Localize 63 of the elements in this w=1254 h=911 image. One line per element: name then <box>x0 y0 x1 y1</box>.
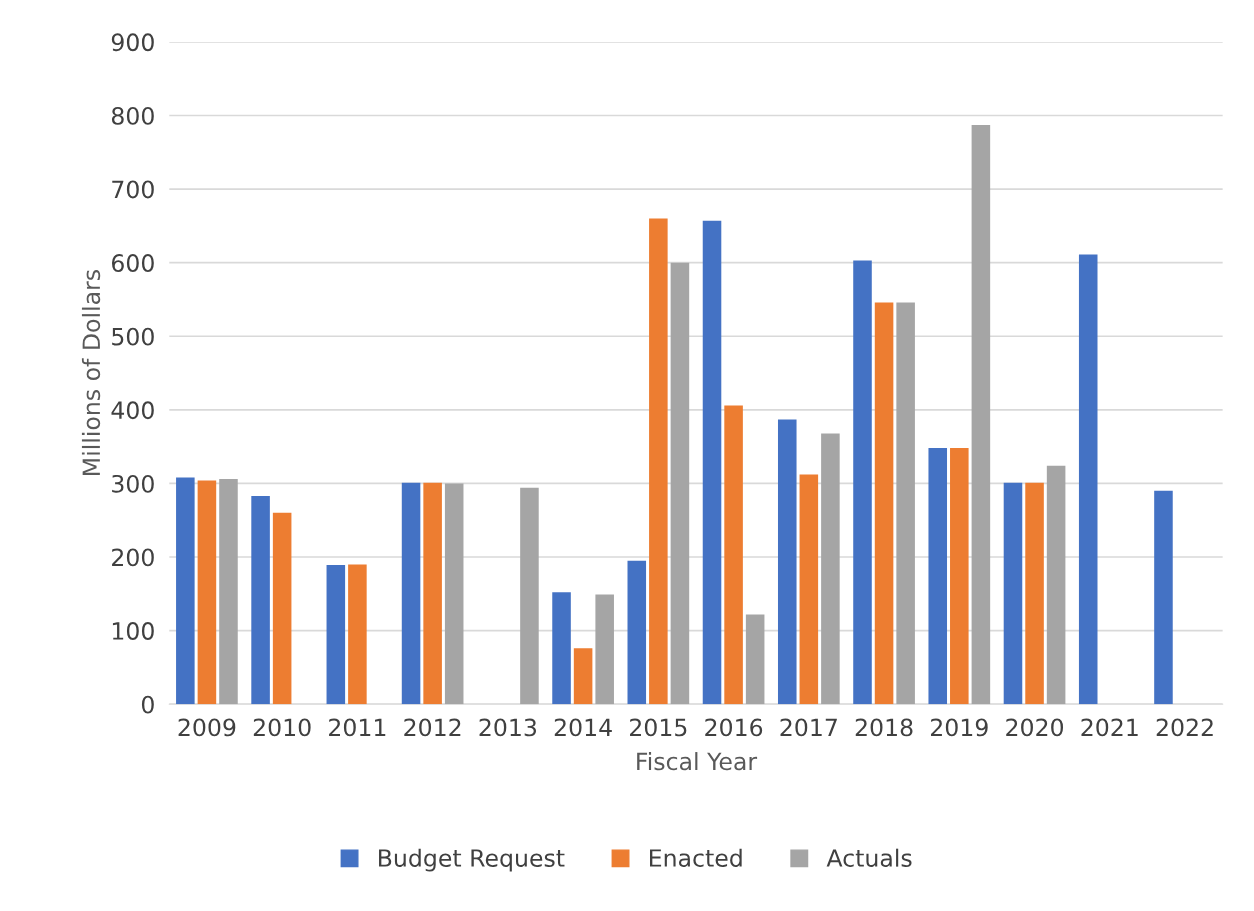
y-tick-label: 400 <box>111 401 154 420</box>
bar <box>724 405 743 705</box>
bar <box>745 614 765 705</box>
y-tick-label: 300 <box>112 474 154 493</box>
x-tick-label: 2011 <box>329 718 386 737</box>
bar <box>573 648 593 705</box>
bar <box>777 419 797 705</box>
x-tick-label: 2018 <box>855 718 913 737</box>
x-tick-label: 2014 <box>554 718 612 737</box>
legend-label: Budget Request <box>379 848 565 872</box>
y-tick-label: 500 <box>112 327 154 346</box>
bar <box>348 564 367 705</box>
bar <box>552 592 571 705</box>
bar <box>423 482 442 705</box>
bar <box>670 262 690 705</box>
y-tick-label: 900 <box>111 33 154 52</box>
y-tick-label: 600 <box>111 254 154 272</box>
bar <box>176 477 195 705</box>
bar <box>444 483 464 705</box>
bar <box>821 433 840 705</box>
bar <box>1003 482 1023 705</box>
bar <box>251 495 270 705</box>
bar <box>1025 482 1044 705</box>
x-tick-label: 2016 <box>705 718 763 737</box>
x-tick-label: 2020 <box>1006 718 1064 737</box>
bar <box>520 487 539 705</box>
x-axis-title: Fiscal Year <box>637 752 758 771</box>
bar <box>853 260 872 705</box>
bar <box>649 218 668 705</box>
x-tick-label: 2012 <box>404 718 461 737</box>
x-tick-label: 2015 <box>630 718 687 737</box>
x-tick-label: 2022 <box>1156 718 1213 737</box>
bar <box>702 220 722 705</box>
bar <box>272 512 292 705</box>
bar <box>971 125 991 705</box>
y-tick-label: 200 <box>112 548 154 567</box>
y-axis-title: Millions of Dollars <box>81 270 101 475</box>
bar <box>874 302 894 705</box>
bar <box>928 448 948 705</box>
x-tick-label: 2021 <box>1081 718 1138 737</box>
bar <box>950 448 969 705</box>
bar <box>1154 490 1173 705</box>
bar <box>896 302 915 705</box>
bar <box>326 565 346 705</box>
bar <box>401 482 421 705</box>
bar <box>799 474 819 705</box>
bar <box>197 480 217 705</box>
x-tick-label: 2017 <box>780 718 837 737</box>
bar <box>1046 465 1066 705</box>
y-tick-label: 700 <box>112 180 154 199</box>
bar <box>595 594 614 705</box>
y-tick-label: 800 <box>111 106 154 125</box>
bar <box>1078 254 1098 705</box>
y-tick-label: 0 <box>141 695 154 714</box>
legend-label: Enacted <box>650 848 742 867</box>
legend-label: Actuals <box>826 848 912 867</box>
x-tick-label: 2019 <box>931 718 988 737</box>
y-tick-label: 100 <box>112 622 154 640</box>
bar <box>219 479 238 705</box>
bar <box>627 560 647 705</box>
x-tick-label: 2009 <box>178 718 236 737</box>
x-tick-label: 2013 <box>479 718 537 737</box>
x-tick-label: 2010 <box>253 718 311 737</box>
